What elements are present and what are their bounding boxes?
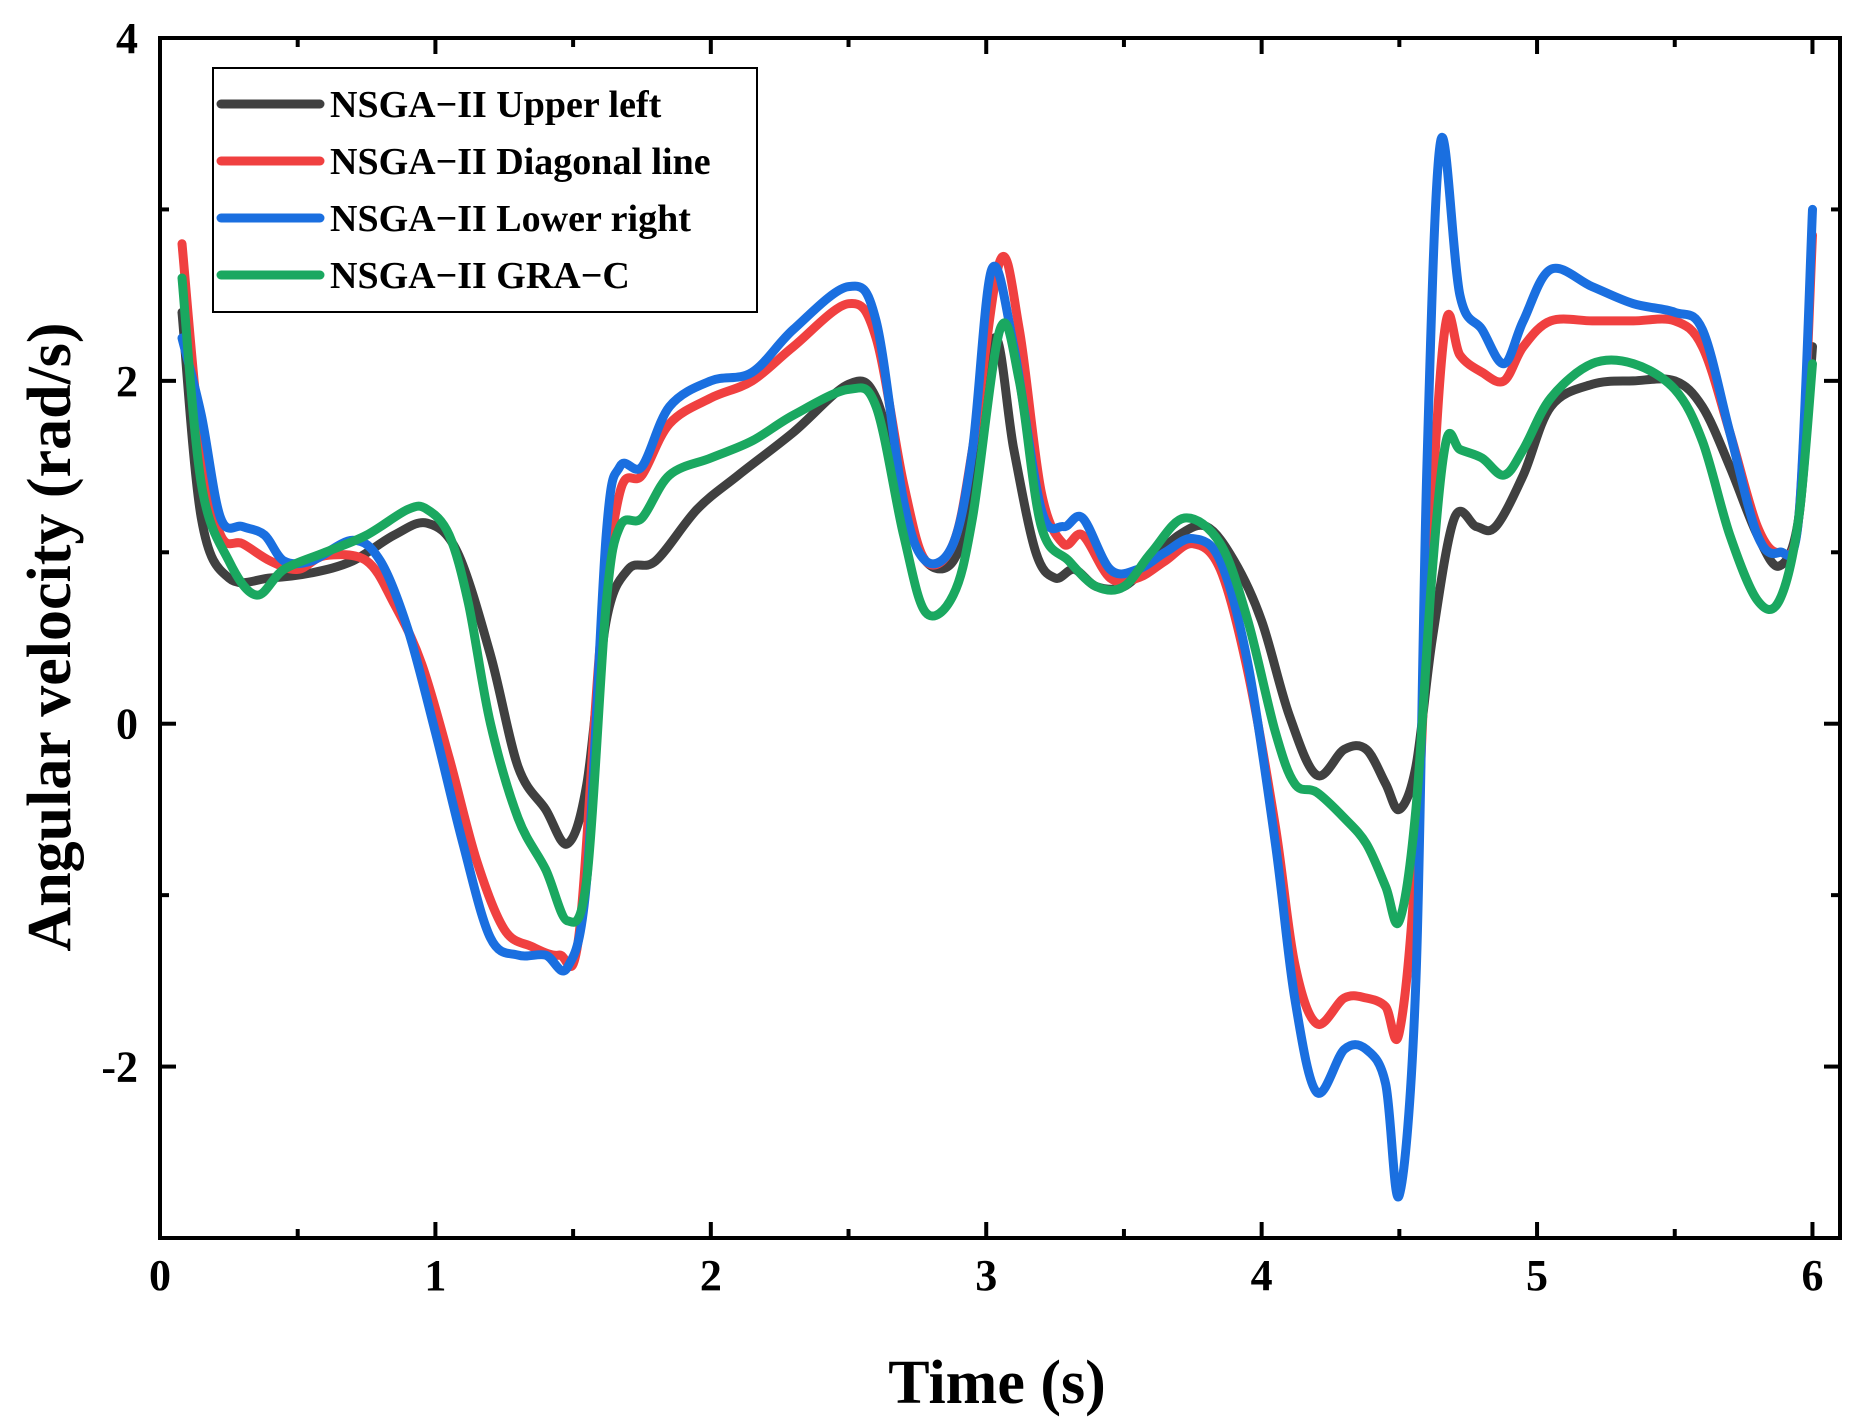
x-axis-title: Time (s) xyxy=(888,1349,1106,1417)
x-tick-label: 2 xyxy=(700,1251,722,1300)
legend-label-upper-left: NSGA−II Upper left xyxy=(330,84,662,126)
x-tick-label: 1 xyxy=(424,1251,446,1300)
ticks-layer xyxy=(158,36,1840,1240)
series-line-gra-c xyxy=(177,273,1817,929)
plot-frame xyxy=(158,36,1842,1240)
y-tick-label: 0 xyxy=(116,700,138,749)
series-layer xyxy=(177,132,1817,1202)
x-tick-label: 3 xyxy=(975,1251,997,1300)
x-tick-label: 0 xyxy=(149,1251,171,1300)
legend-label-lower-right: NSGA−II Lower right xyxy=(330,198,691,240)
series-line-upper-left xyxy=(177,307,1817,849)
series-line-lower-right xyxy=(177,132,1817,1202)
x-tick-label: 4 xyxy=(1251,1251,1273,1300)
tick-labels-layer: 0 1 2 3 4 5 6 -2 0 2 4 xyxy=(101,14,1823,1300)
x-tick-label: 6 xyxy=(1801,1251,1823,1300)
legend-label-gra-c: NSGA−II GRA−C xyxy=(330,255,630,297)
y-tick-label: -2 xyxy=(101,1043,138,1092)
y-tick-label: 4 xyxy=(116,14,138,63)
y-axis-title: Angular velocity (rad/s) xyxy=(16,322,84,951)
legend: NSGA−II Upper left NSGA−II Diagonal line N… xyxy=(212,67,758,313)
legend-label-diagonal-line: NSGA−II Diagonal line xyxy=(330,141,711,183)
x-tick-label: 5 xyxy=(1526,1251,1548,1300)
y-tick-label: 2 xyxy=(116,357,138,406)
